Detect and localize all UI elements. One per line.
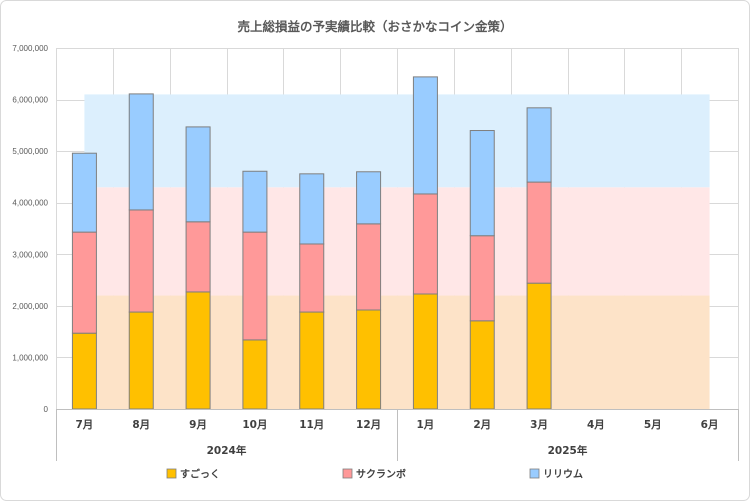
legend-swatch: [529, 468, 540, 479]
y-tick-label: 0: [44, 405, 49, 414]
y-axis: 0 1,000,000 2,000,000 3,000,000 4,000,000 5,0…: [12, 44, 48, 414]
legend-label: すごっく: [180, 468, 220, 481]
x-category-label: 7月: [76, 419, 94, 431]
legend-label: サクランボ: [356, 468, 406, 481]
y-tick-label: 7,000,000: [12, 44, 48, 53]
x-category-label: 1月: [417, 419, 435, 431]
y-tick-label: 6,000,000: [12, 96, 48, 105]
x-category-label: 2月: [473, 419, 491, 431]
bar-segment: [412, 76, 438, 195]
bar-segment: [469, 320, 495, 410]
bar-segment: [469, 130, 495, 237]
bar-segment: [299, 243, 325, 313]
x-category-label: 4月: [587, 419, 605, 431]
bar-segment: [526, 181, 552, 284]
x-category-label: 6月: [701, 419, 719, 431]
target-band-1: [84, 187, 710, 296]
bar-segment: [71, 231, 97, 334]
bar-segment: [185, 126, 211, 223]
legend-label: リリウム: [543, 469, 583, 481]
y-tick-label: 3,000,000: [12, 250, 48, 259]
chart-title: 売上総損益の予実績比較（おさかなコイン金策）: [237, 19, 512, 34]
x-category-label: 11月: [299, 419, 324, 431]
bar-segment: [242, 170, 268, 233]
bar-segment: [242, 231, 268, 341]
bar-segment: [128, 93, 154, 211]
bar-segment: [299, 173, 325, 245]
bar-segment: [356, 309, 382, 410]
bar-segment: [299, 311, 325, 410]
target-bands: [84, 94, 710, 409]
legend-swatch: [166, 468, 177, 479]
bar-segment: [412, 293, 438, 410]
bar-segment: [185, 291, 211, 410]
bar-segment: [412, 193, 438, 295]
target-band-2: [84, 94, 710, 188]
bar-series: [71, 76, 552, 410]
bar-segment: [356, 171, 382, 225]
bar-segment: [356, 223, 382, 311]
x-category-label: 5月: [644, 419, 662, 431]
bar-segment: [526, 107, 552, 183]
legend: すごっく サクランボ リリウム: [166, 468, 583, 481]
y-tick-label: 1,000,000: [12, 353, 48, 362]
x-axis: 7月 8月 9月 10月 11月 12月 1月 2月 3月 4月 5月 6月 2024年 2025年: [56, 409, 739, 461]
y-tick-label: 5,000,000: [12, 147, 48, 156]
bar-segment: [128, 311, 154, 410]
x-category-label: 9月: [189, 419, 207, 431]
bar-segment: [185, 221, 211, 293]
bar-segment: [242, 339, 268, 410]
x-category-label: 10月: [242, 419, 267, 431]
y-tick-label: 4,000,000: [12, 199, 48, 208]
bar-segment: [469, 235, 495, 322]
x-category-label: 3月: [530, 419, 548, 431]
x-group-label: 2024年: [207, 444, 247, 457]
y-tick-label: 2,000,000: [12, 302, 48, 311]
legend-swatch: [342, 468, 353, 479]
bar-segment: [128, 209, 154, 313]
x-category-label: 8月: [132, 419, 150, 431]
x-category-label: 12月: [356, 419, 381, 431]
target-band-0: [84, 295, 710, 409]
bar-segment: [71, 332, 97, 410]
bar-segment: [526, 282, 552, 410]
x-group-label: 2025年: [548, 444, 588, 457]
bar-segment: [71, 152, 97, 233]
